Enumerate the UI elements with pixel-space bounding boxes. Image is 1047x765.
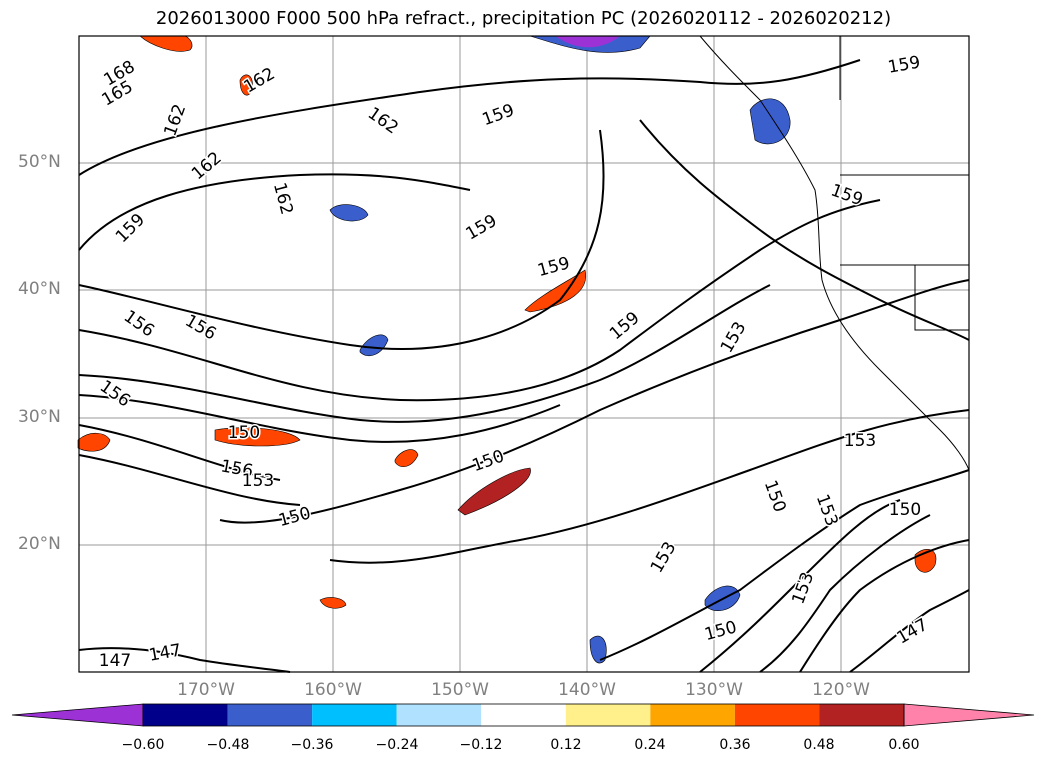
lon-label-140w: 140°W [558,680,616,700]
colorbar-tick-label: −0.36 [290,737,334,753]
colorbar-segment [734,704,820,726]
lon-label-120w: 120°W [812,680,870,700]
precip-patch [77,432,111,452]
graticule [79,36,969,672]
colorbar-segment [650,704,735,726]
precip-patch [319,597,347,609]
contour-label: 153 [844,431,876,451]
precip-patch [589,635,607,664]
refractivity-contours [78,59,970,673]
lon-label-160w: 160°W [304,680,362,700]
colorbar-tick-label: −0.60 [121,737,165,753]
colorbar-tick-label: 0.12 [550,737,582,753]
precip-patch [214,427,301,447]
colorbar-tick-label: −0.12 [459,737,503,753]
colorbar-tick-label: 0.48 [803,737,835,753]
lat-label-40n: 40°N [18,279,61,299]
colorbar-segment [312,704,397,726]
lat-label-20n: 20°N [18,534,61,554]
precip-patch [239,74,253,96]
colorbar-segment [143,704,228,726]
colorbar [11,703,1035,727]
colorbar-tick-label: −0.48 [206,737,250,753]
contour-label: 150 [889,500,921,520]
colorbar-tick-label: −0.24 [375,737,419,753]
lat-label-50n: 50°N [18,152,61,172]
colorbar-tick-label: 0.24 [634,737,666,753]
plot-background [79,36,969,672]
precip-patch [749,98,791,145]
precip-shading [77,35,937,664]
colorbar-segment [481,704,566,726]
precip-patch [359,334,389,356]
precip-patch [457,467,531,516]
contour-label: 150 [228,423,260,443]
precip-patch [394,449,419,468]
plot-frame [78,35,970,673]
colorbar-tick-label: 0.60 [888,737,920,753]
colorbar-segment [227,704,313,726]
lon-label-170w: 170°W [177,680,235,700]
colorbar-frame [142,703,905,727]
colorbar-segment [903,703,1035,727]
colorbar-segment [11,703,144,727]
colorbar-segment [819,704,905,726]
lon-label-150w: 150°W [431,680,489,700]
lat-label-30n: 30°N [18,407,61,427]
contour-label: 147 [99,651,131,671]
colorbar-segment [565,704,651,726]
precip-patch [139,35,193,52]
lon-label-130w: 130°W [685,680,743,700]
contour-label: 153 [242,471,274,491]
coastline [699,35,970,471]
figure-title: 2026013000 F000 500 hPa refract., precip… [155,8,892,29]
colorbar-tick-label: 0.36 [719,737,751,753]
precip-patch [555,36,620,48]
colorbar-segment [396,704,482,726]
precip-patch [329,204,369,222]
